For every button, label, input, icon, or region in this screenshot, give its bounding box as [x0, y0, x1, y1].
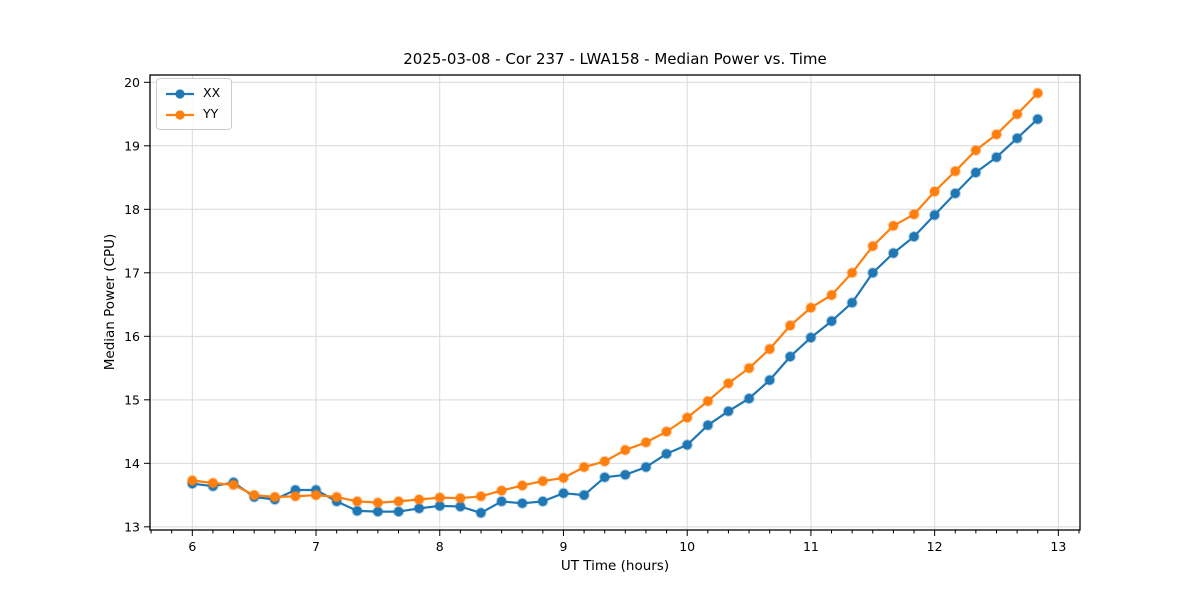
- svg-text:15: 15: [124, 392, 140, 407]
- legend-sample-xx-icon: [166, 88, 194, 99]
- svg-text:12: 12: [927, 539, 943, 554]
- svg-text:13: 13: [1050, 539, 1066, 554]
- svg-text:18: 18: [124, 202, 140, 217]
- svg-text:20: 20: [124, 75, 140, 90]
- plot-frame: [149, 74, 1081, 531]
- svg-text:9: 9: [559, 539, 567, 554]
- legend: XX YY: [156, 78, 233, 130]
- svg-text:10: 10: [679, 539, 695, 554]
- x-axis-label: UT Time (hours): [560, 558, 670, 574]
- svg-text:13: 13: [124, 519, 140, 534]
- legend-label-xx: XX: [203, 85, 221, 101]
- svg-text:8: 8: [436, 539, 444, 554]
- gridlines: [150, 75, 1080, 530]
- y-axis-label-text: Median Power (CPU): [102, 233, 118, 371]
- series-yy: [186, 87, 1044, 509]
- legend-label-yy: YY: [203, 106, 219, 122]
- svg-text:19: 19: [124, 138, 140, 153]
- legend-entry-xx: XX: [165, 83, 220, 104]
- svg-text:17: 17: [124, 265, 140, 280]
- legend-sample-yy-icon: [166, 109, 194, 120]
- svg-text:7: 7: [312, 539, 320, 554]
- svg-text:14: 14: [124, 456, 140, 471]
- legend-entry-yy: YY: [165, 104, 220, 125]
- y-tick-labels: 13 14 15 16 17 18 19 20: [124, 75, 140, 535]
- x-tick-labels: 6 7 8 9 10 11 12 13: [188, 539, 1066, 554]
- svg-text:16: 16: [124, 329, 140, 344]
- axis-ticks: [144, 81, 1080, 536]
- chart-title: 2025-03-08 - Cor 237 - LWA158 - Median P…: [403, 50, 827, 68]
- svg-text:11: 11: [803, 539, 819, 554]
- svg-text:6: 6: [188, 539, 196, 554]
- series-xx: [186, 113, 1044, 519]
